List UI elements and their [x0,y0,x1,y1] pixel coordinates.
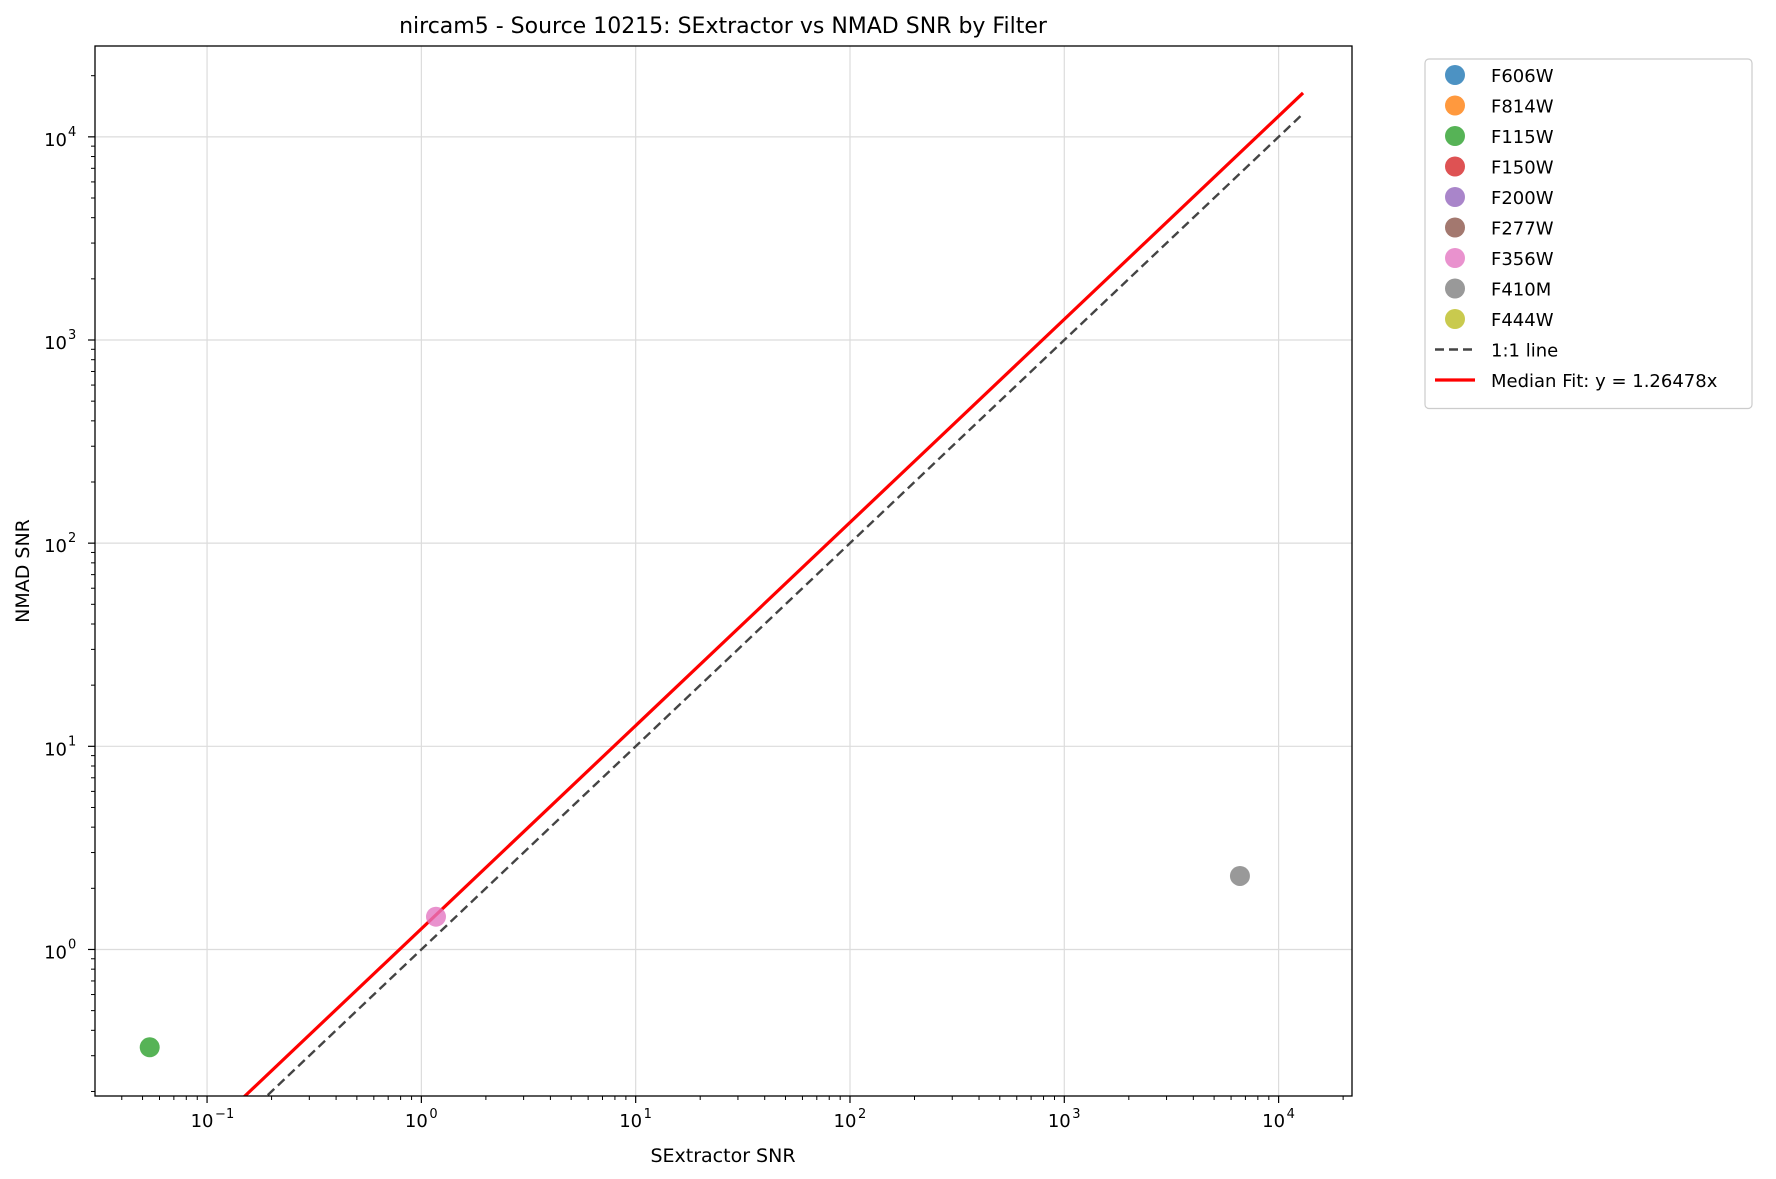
y-tick-exponent: 3 [68,328,76,343]
y-tick-label: 10 [44,536,67,557]
legend-marker [1445,126,1465,146]
y-tick-label: 10 [44,130,67,151]
legend-label: Median Fit: y = 1.26478x [1491,371,1718,392]
y-tick-label: 10 [44,942,67,963]
point-f115w [139,1037,160,1058]
legend-marker [1445,248,1465,268]
legend: F606W F814W F115W F150W F200W F277W F356W F410M… [1424,58,1753,410]
legend-label: F115W [1491,127,1554,148]
x-tick-label: 10 [191,1111,214,1132]
y-axis-label: NMAD SNR [12,519,34,623]
legend-marker [1445,217,1465,238]
chart-title: nircam5 - Source 10215: SExtractor vs NM… [399,14,1048,39]
x-tick-label: 10 [1048,1111,1071,1132]
legend-marker [1445,65,1465,85]
legend-label: F410M [1491,280,1551,301]
x-tick-label: 10 [834,1111,857,1132]
y-tick-exponent: 0 [68,937,76,952]
legend-label: 1:1 line [1491,341,1558,362]
x-tick-label: 10 [1262,1111,1285,1132]
x-tick-label: 10 [405,1111,428,1132]
y-tick-exponent: 4 [68,125,76,140]
x-tick-exponent: 0 [429,1107,437,1122]
grid [95,46,1352,1096]
plot-frame [94,45,1353,1097]
legend-marker [1445,278,1465,299]
one-to-one-line [265,112,1304,1096]
legend-label: F200W [1491,188,1554,209]
y-tick-exponent: 2 [68,531,76,546]
data-points [139,865,1250,1058]
legend-marker [1445,95,1465,116]
x-tick-exponent: 4 [1287,1107,1295,1122]
y-tick-label: 10 [44,333,67,354]
x-tick-exponent: −1 [215,1107,234,1122]
legend-marker [1445,187,1465,207]
point-f356w [425,906,446,927]
x-axis-label: SExtractor SNR [650,1145,795,1167]
y-tick-label: 10 [44,739,67,760]
fit-lines [242,91,1305,1096]
y-tick-exponent: 1 [68,734,76,749]
legend-marker [1445,156,1465,177]
median-fit-line [242,91,1305,1096]
legend-label: F150W [1491,158,1554,179]
x-tick-exponent: 2 [858,1107,866,1122]
x-tick-exponent: 3 [1072,1107,1080,1122]
legend-label: F277W [1491,219,1554,240]
x-tick-label: 10 [619,1111,642,1132]
x-tick-exponent: 1 [644,1107,652,1122]
legend-box [1424,58,1753,410]
legend-marker [1445,309,1465,329]
legend-label: F606W [1491,66,1554,87]
legend-label: F814W [1491,97,1554,118]
legend-label: F444W [1491,310,1554,331]
legend-label: F356W [1491,249,1554,270]
x-axis-ticks: 10 −1 10 0 10 1 10 2 10 3 10 4 [121,1096,1344,1132]
point-f410m [1229,865,1250,886]
